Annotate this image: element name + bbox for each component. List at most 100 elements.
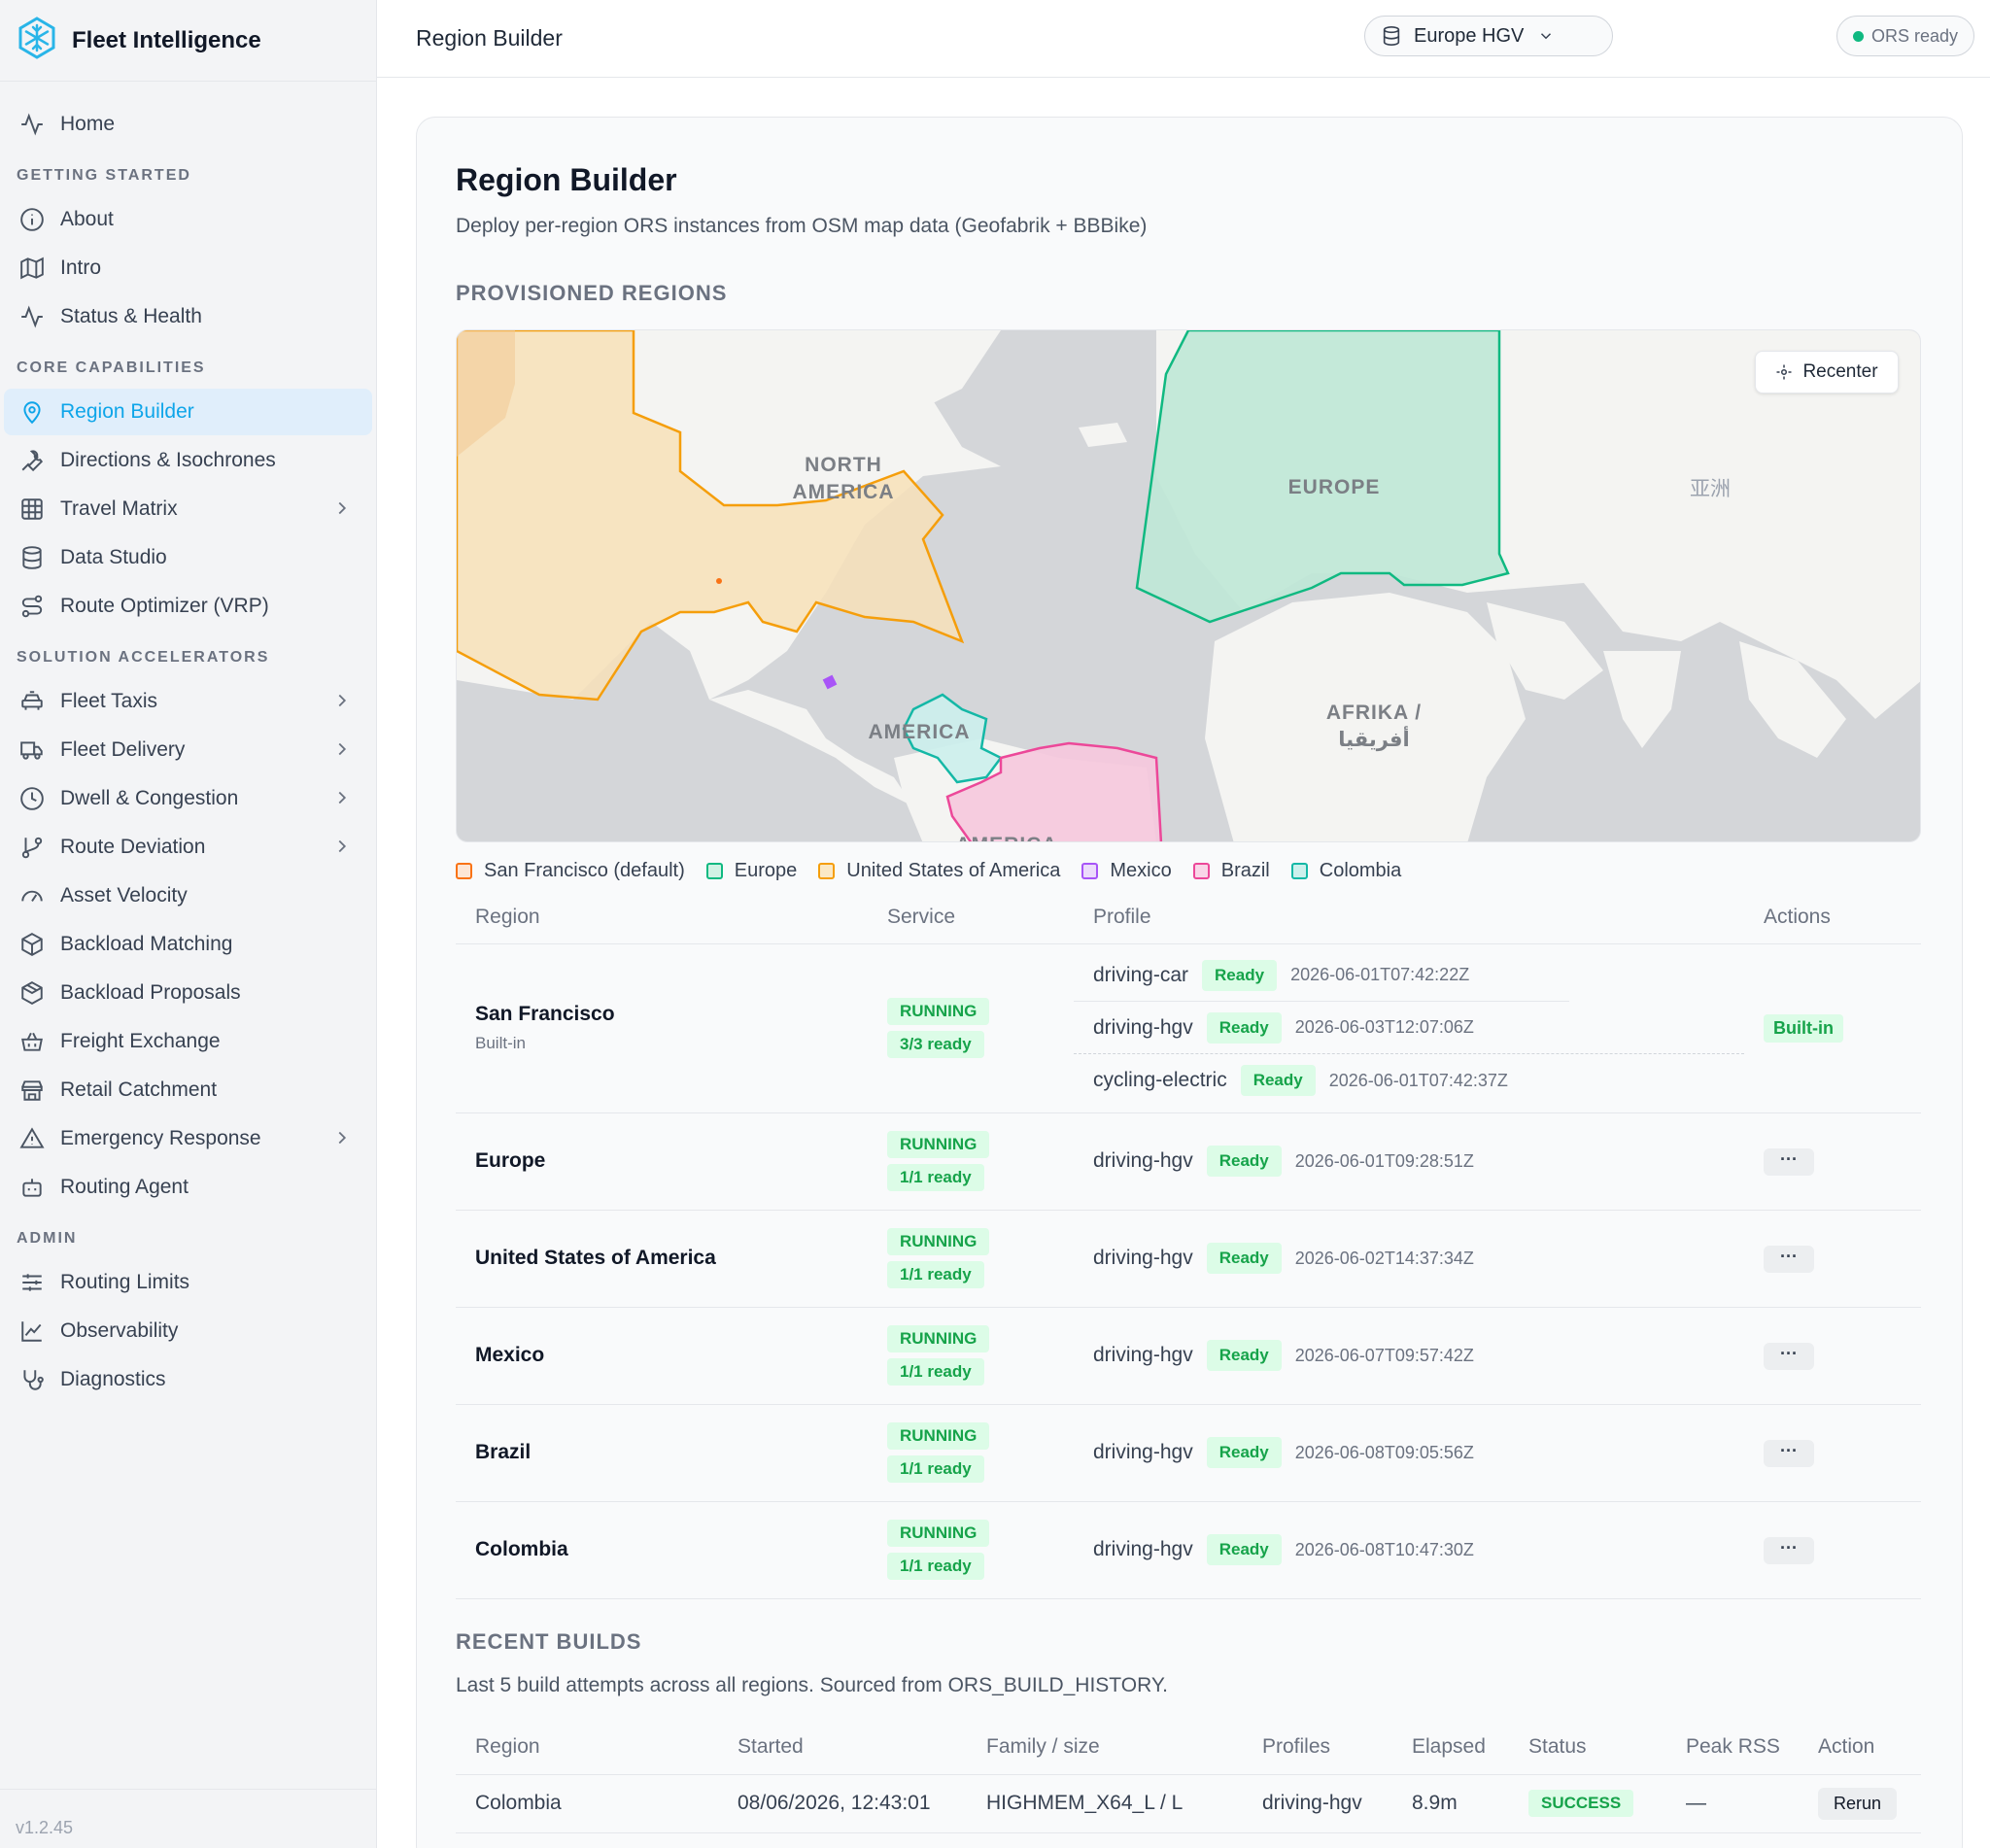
sidebar-item-routing-agent[interactable]: Routing Agent: [4, 1164, 372, 1211]
brand[interactable]: Fleet Intelligence: [0, 0, 376, 82]
recenter-label: Recenter: [1802, 361, 1878, 382]
map-label-south-america: AMERICA: [869, 721, 971, 743]
map-canvas: NORTH AMERICA EUROPE 亚洲 AFRIKA / أفريقيا…: [457, 330, 1920, 841]
sidebar-item-data-studio[interactable]: Data Studio: [4, 534, 372, 581]
col-header-region[interactable]: Region: [456, 1720, 718, 1775]
landmass-india: [1603, 651, 1681, 748]
sidebar-item-label: Diagnostics: [60, 1368, 166, 1390]
profile-row: driving-hgv Ready 2026-06-07T09:57:42Z: [1093, 1329, 1744, 1382]
profile-row: driving-hgv Ready 2026-06-01T09:28:51Z: [1093, 1135, 1744, 1187]
col-header-service[interactable]: Service: [868, 891, 1074, 944]
nav-section-title: GETTING STARTED: [17, 167, 191, 184]
ready-count-badge: 3/3 ready: [887, 1031, 984, 1058]
profile-row: cycling-electric Ready 2026-06-01T07:42:37…: [1074, 1054, 1744, 1107]
sidebar-item-route-deviation[interactable]: Route Deviation: [4, 824, 372, 871]
legend-item[interactable]: Mexico: [1081, 860, 1172, 882]
more-actions-button[interactable]: ···: [1764, 1439, 1814, 1467]
service-status-badge: RUNNING: [887, 1520, 990, 1547]
legend-label: United States of America: [846, 860, 1061, 881]
chevron-right-icon: [338, 742, 347, 756]
col-header-actions[interactable]: Actions: [1744, 891, 1921, 944]
table-row[interactable]: San Francisco Built-in RUNNING 3/3 ready d…: [456, 943, 1921, 1113]
map-label-africa-2: أفريقيا: [1338, 725, 1409, 751]
col-header-profiles[interactable]: Profiles: [1243, 1720, 1392, 1775]
more-actions-button[interactable]: ···: [1764, 1245, 1814, 1273]
sidebar-item-backload-matching[interactable]: Backload Matching: [4, 921, 372, 968]
profile-status-badge: Ready: [1206, 1340, 1282, 1371]
sidebar-item-travel-matrix[interactable]: Travel Matrix: [4, 486, 372, 532]
sidebar-item-backload-proposals[interactable]: Backload Proposals: [4, 970, 372, 1016]
crosshair-icon: [1776, 364, 1792, 380]
legend-item[interactable]: San Francisco (default): [456, 860, 685, 882]
recenter-button[interactable]: Recenter: [1755, 351, 1899, 394]
sidebar-item-label: Backload Matching: [60, 933, 233, 955]
region-brazil: [945, 741, 1163, 841]
app-name: Fleet Intelligence: [72, 26, 261, 53]
more-actions-button[interactable]: ···: [1764, 1147, 1814, 1176]
sidebar-item-region-builder[interactable]: Region Builder: [4, 389, 372, 435]
table-row[interactable]: United States of America RUNNING 1/1 read…: [456, 1210, 1921, 1308]
chevron-right-icon: [338, 791, 347, 804]
table-row[interactable]: Europe RUNNING 1/1 ready driving-hgv Ready…: [456, 1112, 1921, 1211]
profile-timestamp: 2026-06-08T09:05:56Z: [1294, 1442, 1474, 1462]
sidebar-item-label: Dwell & Congestion: [60, 787, 239, 809]
col-header-peak-rss[interactable]: Peak RSS: [1666, 1720, 1799, 1775]
table-row[interactable]: Colombia RUNNING 1/1 ready driving-hgv Rea…: [456, 1501, 1921, 1599]
sidebar-item-home[interactable]: Home: [4, 101, 372, 148]
region-builder-card: Region Builder Deploy per-region ORS ins…: [416, 117, 1963, 1848]
legend-item[interactable]: Brazil: [1192, 860, 1270, 882]
ors-status-label: ORS ready: [1870, 25, 1959, 46]
col-header-family-size[interactable]: Family / size: [967, 1720, 1243, 1775]
sidebar-item-intro[interactable]: Intro: [4, 245, 372, 291]
map-label-africa-1: AFRIKA /: [1326, 702, 1422, 724]
sidebar-item-route-optimizer[interactable]: Route Optimizer (VRP): [4, 583, 372, 630]
truck-icon: [20, 741, 43, 760]
rerun-button[interactable]: Rerun: [1818, 1787, 1898, 1820]
regions-map[interactable]: NORTH AMERICA EUROPE 亚洲 AFRIKA / أفريقيا…: [456, 329, 1921, 842]
map-pin-icon: [23, 401, 41, 425]
sidebar-item-dwell-congestion[interactable]: Dwell & Congestion: [4, 775, 372, 822]
profile-name: driving-hgv: [1093, 1441, 1193, 1463]
build-peak-rss: —: [1666, 1774, 1799, 1833]
sidebar-item-asset-velocity[interactable]: Asset Velocity: [4, 873, 372, 919]
sidebar-item-directions-isochrones[interactable]: Directions & Isochrones: [4, 437, 372, 484]
col-header-started[interactable]: Started: [718, 1720, 967, 1775]
profile-select-value: Europe HGV: [1414, 24, 1525, 47]
legend-item[interactable]: Colombia: [1290, 860, 1401, 882]
wrench-icon: [21, 450, 44, 472]
recent-builds-subtitle: Last 5 build attempts across all regions…: [456, 1674, 1169, 1696]
sidebar-item-freight-exchange[interactable]: Freight Exchange: [4, 1018, 372, 1065]
more-actions-button[interactable]: ···: [1764, 1536, 1814, 1564]
sidebar-item-routing-limits[interactable]: Routing Limits: [4, 1259, 372, 1306]
landmass-southeast-asia: [1739, 641, 1846, 758]
col-header-region[interactable]: Region: [456, 891, 868, 944]
legend-item[interactable]: Europe: [705, 860, 797, 882]
table-row[interactable]: Colombia 08/06/2026, 12:43:01 HIGHMEM_X6…: [456, 1774, 1921, 1833]
sidebar-item-retail-catchment[interactable]: Retail Catchment: [4, 1067, 372, 1113]
col-header-elapsed[interactable]: Elapsed: [1392, 1720, 1509, 1775]
sidebar-item-observability[interactable]: Observability: [4, 1308, 372, 1354]
build-status-badge: SUCCESS: [1528, 1790, 1634, 1817]
table-row[interactable]: Brazil RUNNING 1/1 ready driving-hgv Ready…: [456, 1404, 1921, 1502]
sidebar-item-label: Travel Matrix: [60, 497, 178, 520]
col-header-status[interactable]: Status: [1509, 1720, 1666, 1775]
nav-section-title: SOLUTION ACCELERATORS: [17, 649, 270, 666]
sidebar-item-status-health[interactable]: Status & Health: [4, 293, 372, 340]
nav-section-title: CORE CAPABILITIES: [17, 359, 206, 376]
sidebar-item-fleet-taxis[interactable]: Fleet Taxis: [4, 678, 372, 725]
recent-builds-table: Region Started Family / size Profiles El…: [456, 1720, 1921, 1833]
table-row[interactable]: Mexico RUNNING 1/1 ready driving-hgv Ready…: [456, 1307, 1921, 1405]
grid-icon: [21, 498, 43, 520]
more-actions-button[interactable]: ···: [1764, 1342, 1814, 1370]
col-header-action[interactable]: Action: [1799, 1720, 1921, 1775]
sidebar-item-diagnostics[interactable]: Diagnostics: [4, 1356, 372, 1403]
sidebar-item-about[interactable]: About: [4, 196, 372, 243]
route-icon: [21, 595, 43, 618]
legend-item[interactable]: United States of America: [818, 860, 1060, 882]
map-label-europe: EUROPE: [1288, 476, 1381, 498]
col-header-profile[interactable]: Profile: [1074, 891, 1744, 944]
sidebar-item-emergency-response[interactable]: Emergency Response: [4, 1115, 372, 1162]
chevron-right-icon: [338, 694, 347, 707]
sidebar-item-fleet-delivery[interactable]: Fleet Delivery: [4, 727, 372, 773]
profile-select[interactable]: Europe HGV: [1364, 16, 1613, 56]
